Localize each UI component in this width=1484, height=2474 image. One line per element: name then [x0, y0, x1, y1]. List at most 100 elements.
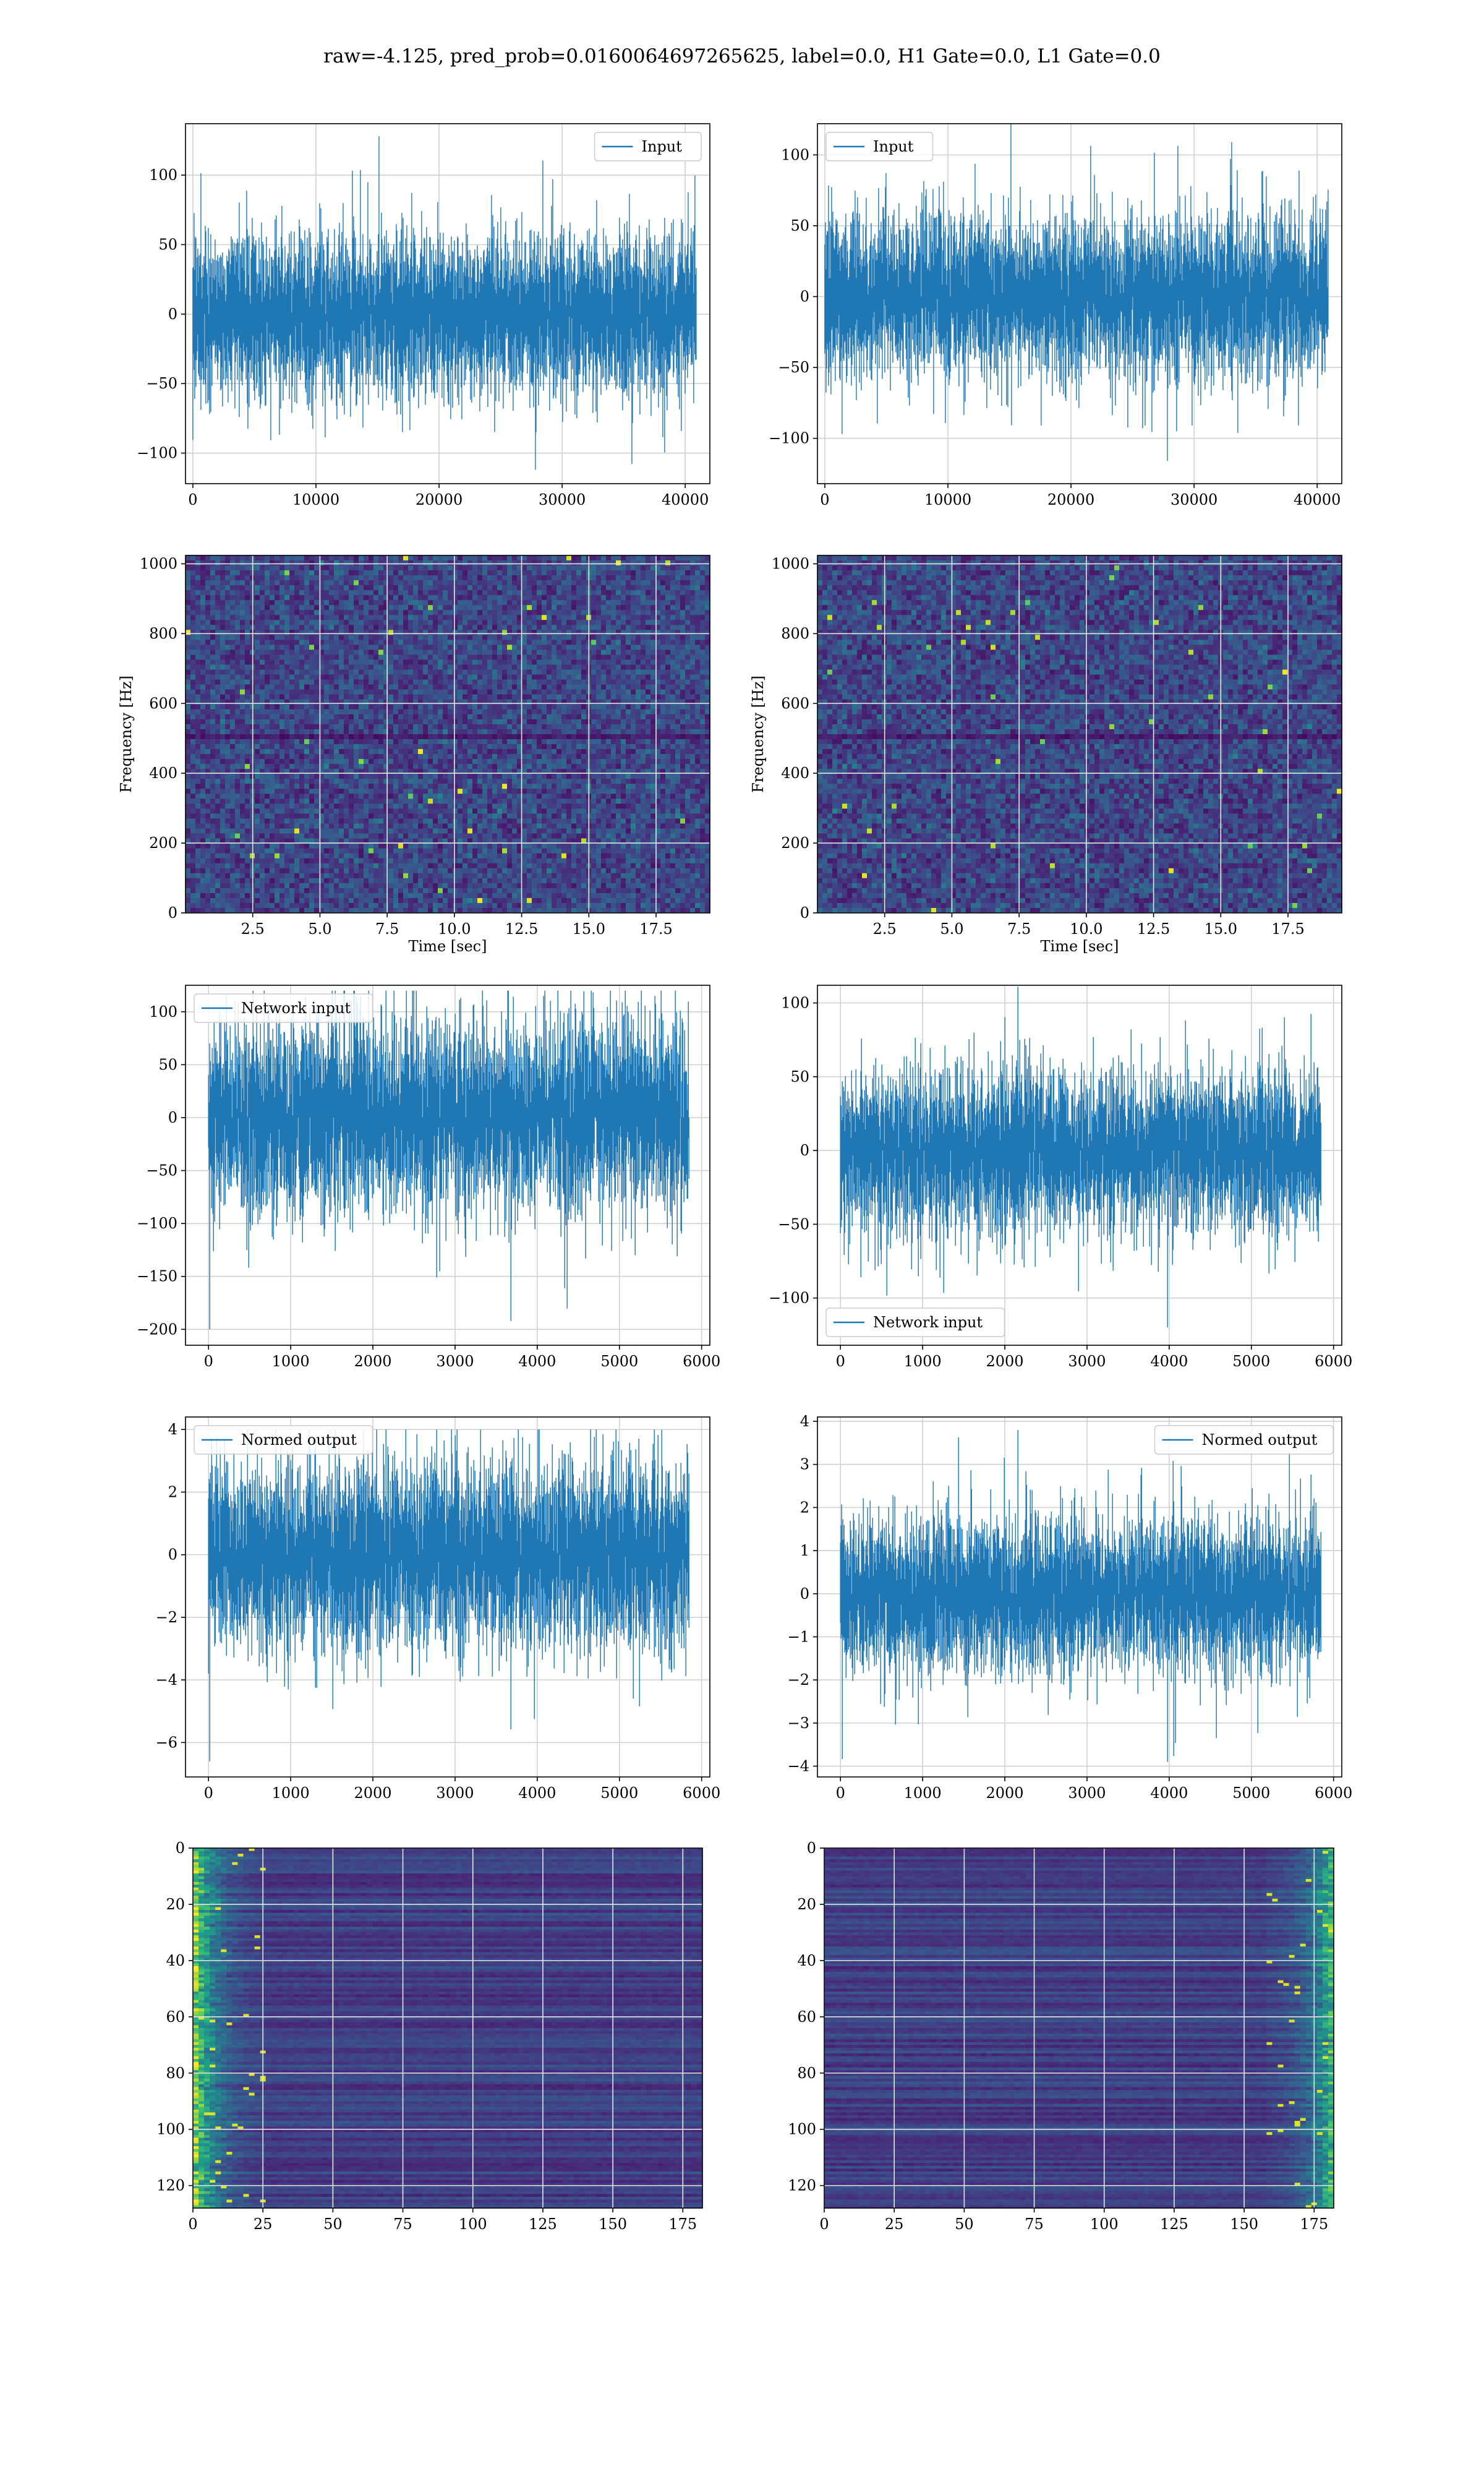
spectrogram-cell — [270, 784, 275, 789]
spectrogram-cell — [383, 734, 389, 740]
spectrogram-cell — [304, 570, 310, 576]
spectrogram-cell — [646, 580, 651, 586]
spectrogram-cell — [636, 640, 641, 646]
spectrogram-cell — [636, 555, 641, 561]
spectrogram-cell — [547, 635, 552, 641]
spectrogram-cell — [398, 600, 404, 606]
spectrogram-cell — [289, 659, 295, 666]
spectrogram-cell — [675, 699, 681, 705]
spectrogram-cell — [334, 565, 339, 571]
spectrogram-cell — [552, 560, 557, 566]
spectrogram-cell — [646, 630, 651, 636]
spectrogram-cell — [700, 600, 706, 606]
spectrogram-cell — [467, 699, 473, 705]
spectrogram-cell — [438, 674, 443, 680]
spectrogram-cell — [606, 625, 612, 631]
spectrogram-cell — [631, 749, 636, 755]
spectrogram-cell — [621, 724, 626, 730]
spectrogram-cell — [309, 649, 315, 656]
spectrogram-cell — [433, 575, 438, 581]
spectrogram-cell — [205, 729, 211, 735]
spectrogram-cell — [695, 724, 701, 730]
spectrogram-cell — [477, 779, 483, 784]
spectrogram-cell — [265, 644, 270, 651]
spectrogram-cell — [705, 630, 710, 636]
spectrogram-cell — [284, 610, 290, 615]
spectrogram-cell — [581, 704, 587, 710]
spectrogram-cell — [705, 759, 710, 764]
spectrogram-cell — [611, 640, 616, 646]
spectrogram-cell — [641, 754, 646, 760]
spectrogram-cell — [304, 644, 310, 651]
spectrogram-cell — [205, 580, 211, 586]
spectrogram-cell — [200, 729, 206, 735]
spectrogram-cell — [438, 754, 443, 760]
spectrogram-cell — [275, 744, 280, 750]
spectrogram-cell — [497, 684, 503, 690]
spectrogram-cell — [403, 739, 409, 745]
spectrogram-cell — [463, 595, 468, 601]
spectrogram-cell — [235, 600, 241, 606]
spectrogram-cell — [690, 640, 696, 646]
spectrogram-cell — [527, 585, 532, 591]
spectrogram-cell — [458, 734, 463, 740]
spectrogram-cell — [373, 659, 379, 666]
spectrogram-cell — [388, 595, 394, 601]
spectrogram-cell — [428, 555, 433, 561]
spectrogram-cell — [646, 699, 651, 705]
spectrogram-cell — [240, 764, 245, 769]
spectrogram-cell — [467, 640, 473, 646]
spectrogram-cell — [190, 764, 196, 769]
spectrogram-cell — [463, 664, 468, 670]
spectrogram-cell — [334, 779, 339, 784]
spectrogram-cell — [537, 659, 542, 666]
spectrogram-cell — [650, 664, 656, 670]
spectrogram-cell — [458, 774, 463, 779]
spectrogram-cell — [646, 610, 651, 615]
spectrogram-cell — [378, 669, 384, 675]
spectrogram-cell — [616, 630, 621, 636]
spectrogram-cell — [705, 580, 710, 586]
spectrogram-cell — [646, 694, 651, 700]
spectrogram-cell — [581, 565, 587, 571]
spectrogram-cell — [497, 595, 503, 601]
spectrogram-cell — [235, 734, 241, 740]
spectrogram-cell — [190, 640, 196, 646]
spectrogram-cell — [284, 744, 290, 750]
spectrogram-cell — [552, 764, 557, 769]
spectrogram-cell — [299, 555, 305, 561]
spectrogram-cell — [507, 580, 513, 586]
spectrogram-cell — [542, 694, 547, 700]
spectrogram-cell — [458, 620, 463, 625]
spectrogram-cell — [210, 739, 216, 745]
spectrogram-cell — [294, 764, 300, 769]
spectrogram-cell — [344, 659, 349, 666]
spectrogram-cell — [388, 684, 394, 690]
spectrogram-cell — [403, 640, 409, 646]
spectrogram-cell — [428, 595, 433, 601]
spectrogram-cell — [255, 595, 260, 601]
spectrogram-cell — [552, 719, 557, 725]
spectrogram-cell — [606, 674, 612, 680]
spectrogram-cell — [517, 620, 522, 625]
spectrogram-cell — [616, 625, 621, 631]
spectrogram-cell — [453, 739, 458, 745]
spectrogram-cell — [532, 764, 537, 769]
spectrogram-cell — [260, 560, 265, 566]
spectrogram-cell — [631, 560, 636, 566]
spectrogram-cell — [428, 739, 433, 745]
spectrogram-cell — [403, 694, 409, 700]
spectrogram-cell — [284, 555, 290, 561]
spectrogram-cell — [670, 734, 676, 740]
spectrogram-cell — [675, 729, 681, 735]
spectrogram-cell — [453, 669, 458, 675]
spectrogram-cell — [324, 664, 330, 670]
spectrogram-cell — [552, 620, 557, 625]
spectrogram-cell — [443, 615, 448, 620]
spectrogram-cell — [463, 565, 468, 571]
spectrogram-cell — [284, 779, 290, 784]
spectrogram-cell — [566, 580, 572, 586]
spectrogram-cell — [591, 625, 597, 631]
spectrogram-cell — [626, 555, 631, 561]
spectrogram-cell — [373, 689, 379, 695]
